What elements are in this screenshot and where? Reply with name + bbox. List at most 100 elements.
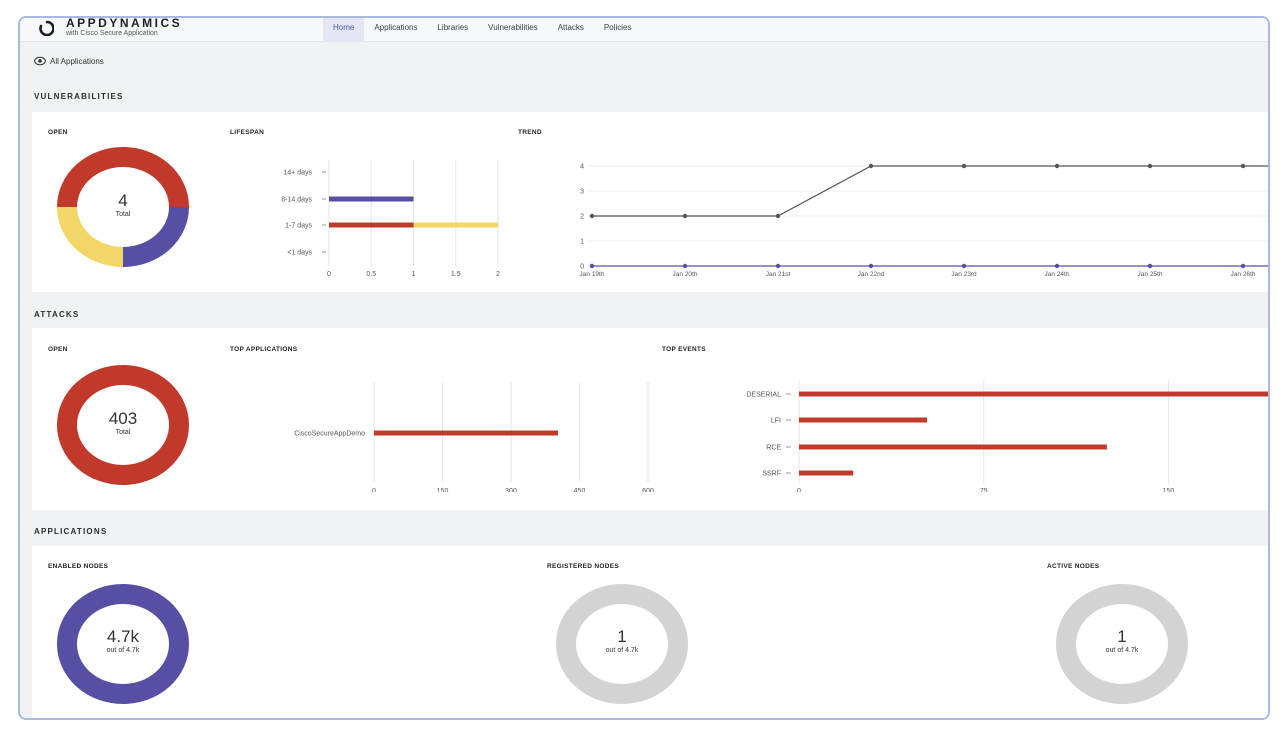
top-bar: APPDYNAMICS with Cisco Secure Applicatio… (20, 18, 1268, 42)
breadcrumb[interactable]: All Applications (34, 56, 104, 66)
attacks-panel: OPEN 403 Total TOP APPLICATIONS 0 150 300 4… (32, 328, 1268, 510)
main-nav: Home Applications Libraries Vulnerabilit… (323, 18, 642, 42)
lifespan-bar (329, 222, 414, 228)
top-events-label: TOP EVENTS (662, 346, 706, 353)
vuln-open-sub: Total (115, 211, 131, 218)
trend-point (961, 163, 967, 169)
trend-point (589, 263, 595, 269)
trend-x-tick: Jan 22nd (858, 271, 885, 277)
top-events-y-tick: SSRF (762, 471, 781, 478)
top-events-bar (799, 417, 928, 423)
nav-vulnerabilities[interactable]: Vulnerabilities (488, 23, 538, 32)
top-apps-x-tick: 300 (505, 488, 517, 492)
vulnerabilities-panel: OPEN 4 Total LIFESPAN 0 0.5 1 1.5 2 14+ days 8… (32, 112, 1268, 292)
trend-y-tick: 2 (580, 214, 584, 221)
registered-nodes-value: 1 (617, 627, 627, 646)
appdynamics-logo-icon (39, 20, 54, 36)
eye-icon (34, 56, 46, 66)
attacks-open-donut (57, 365, 189, 485)
active-nodes-sub: out of 4.7k (1105, 647, 1139, 654)
donut-slice-yellow (57, 206, 124, 267)
active-nodes-ring (1056, 584, 1188, 704)
top-events-y-tick: DESERIAL (746, 392, 781, 399)
vuln-open-center: 4 Total (93, 192, 153, 219)
top-events-chart: 0 75 150 DESERIAL LFI RCE SSRF (746, 380, 1268, 492)
trend-point (961, 263, 967, 269)
nav-attacks[interactable]: Attacks (557, 23, 584, 32)
enabled-nodes-label: ENABLED NODES (48, 563, 109, 570)
trend-point (682, 263, 688, 269)
enabled-nodes-center: 4.7k out of 4.7k (93, 628, 153, 655)
lifespan-bar (413, 222, 498, 228)
trend-y-tick: 4 (580, 164, 584, 171)
trend-y-tick: 3 (580, 189, 584, 196)
trend-point (589, 213, 595, 219)
trend-point (1240, 263, 1246, 269)
lifespan-label: LIFESPAN (230, 129, 265, 136)
trend-x-tick: Jan 26th (1231, 271, 1256, 277)
active-nodes-value: 1 (1117, 627, 1127, 646)
top-apps-y-tick: CiscoSecureAppDemo (294, 431, 365, 438)
nav-policies[interactable]: Policies (603, 23, 632, 32)
top-apps-x-tick: 0 (372, 488, 376, 492)
trend-point (868, 263, 874, 269)
lifespan-y-tick: 1-7 days (285, 223, 312, 230)
app-logo[interactable]: APPDYNAMICS with Cisco Secure Applicatio… (38, 18, 182, 38)
enabled-nodes-value: 4.7k (106, 627, 140, 646)
logo-subtitle: with Cisco Secure Application (66, 30, 158, 37)
top-events-y-tick: RCE (766, 445, 781, 452)
top-events-x-tick: 0 (797, 488, 801, 492)
trend-point (775, 263, 781, 269)
trend-y-tick: 1 (580, 239, 584, 246)
trend-point (1054, 163, 1060, 169)
breadcrumb-label: All Applications (50, 56, 104, 66)
top-applications-chart: 0 150 300 450 600 CiscoSecureAppDemo (294, 382, 654, 492)
top-apps-bar (374, 430, 559, 436)
enabled-nodes-donut (57, 584, 189, 704)
nav-applications[interactable]: Applications (374, 23, 418, 32)
registered-nodes-sub: out of 4.7k (605, 647, 639, 654)
trend-x-tick: Jan 23rd (951, 271, 977, 277)
lifespan-y-tick: 8-14 days (281, 197, 312, 204)
top-events-bar (799, 444, 1107, 450)
lifespan-bar (329, 196, 414, 202)
trend-x-tick: Jan 21st (766, 271, 791, 277)
trend-point (1147, 163, 1153, 169)
enabled-nodes-ring (57, 584, 189, 704)
top-events-x-tick: 75 (980, 488, 988, 492)
lifespan-x-tick: 2 (496, 271, 500, 277)
trend-point (868, 163, 874, 169)
app-frame: APPDYNAMICS with Cisco Secure Applicatio… (18, 16, 1270, 720)
section-title-vulnerabilities: VULNERABILITIES (34, 92, 124, 101)
trend-point (682, 213, 688, 219)
donut-slice-red (57, 365, 189, 485)
lifespan-x-tick: 1.5 (451, 271, 461, 277)
attacks-open-value: 403 (108, 409, 138, 428)
trend-point (775, 213, 781, 219)
trend-point (1240, 163, 1246, 169)
registered-nodes-ring (556, 584, 688, 704)
trend-x-tick: Jan 20th (673, 271, 698, 277)
top-events-y-tick: LFI (771, 418, 781, 425)
lifespan-chart: 0 0.5 1 1.5 2 14+ days 8-14 days 1-7 days <1 day… (281, 160, 500, 277)
vuln-open-donut (57, 147, 189, 267)
top-events-bar (799, 470, 854, 476)
section-title-applications: APPLICATIONS (34, 527, 108, 536)
registered-nodes-label: REGISTERED NODES (547, 563, 619, 570)
registered-nodes-donut (556, 584, 688, 704)
trend-x-tick: Jan 24th (1045, 271, 1070, 277)
registered-nodes-center: 1 out of 4.7k (592, 628, 652, 655)
attacks-open-sub: Total (115, 429, 131, 436)
nav-libraries[interactable]: Libraries (437, 23, 469, 32)
top-events-bar (799, 391, 1268, 397)
logo-title: APPDYNAMICS (66, 16, 183, 30)
active-nodes-donut (1056, 584, 1188, 704)
attacks-open-label: OPEN (48, 346, 68, 353)
vuln-open-label: OPEN (48, 129, 68, 136)
trend-y-tick: 0 (580, 264, 584, 271)
trend-point (1054, 263, 1060, 269)
trend-x-tick: Jan 19th (580, 271, 605, 277)
nav-home[interactable]: Home (323, 18, 365, 42)
trend-label: TREND (518, 129, 542, 136)
top-events-x-tick: 150 (1163, 488, 1175, 492)
